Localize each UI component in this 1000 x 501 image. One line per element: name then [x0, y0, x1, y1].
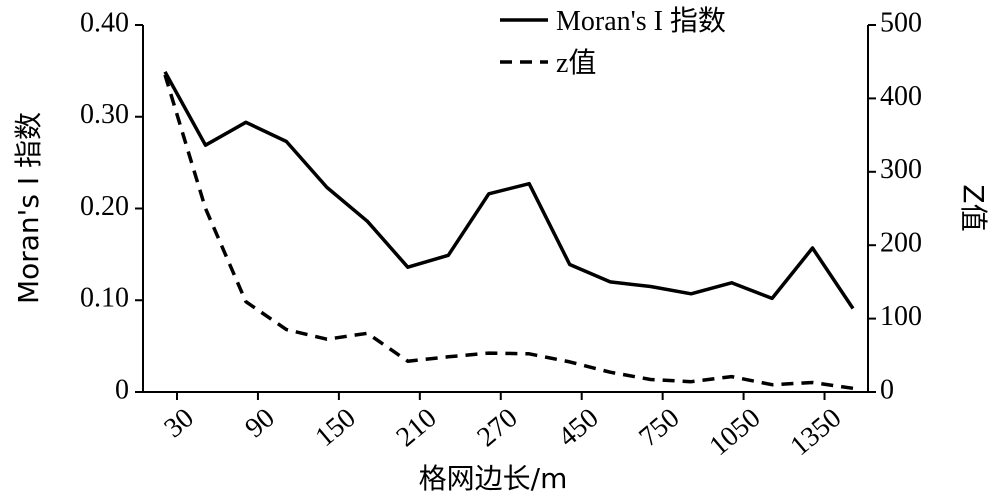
- x-tick-label: 90: [239, 402, 280, 444]
- right-tick-label: 400: [880, 81, 922, 112]
- y-axis-left-title: Moran's I 指数: [12, 112, 45, 304]
- left-tick-label: 0.20: [80, 191, 129, 222]
- series-line-moran: [163, 70, 855, 310]
- x-tick-label: 30: [158, 402, 199, 444]
- series-group: [163, 70, 855, 391]
- left-tick-label: 0.40: [80, 7, 129, 38]
- right-tick-label: 300: [880, 154, 922, 185]
- x-tick-label: 1350: [785, 402, 848, 462]
- x-axis-title: 格网边长/m: [419, 462, 568, 495]
- left-tick-label: 0.30: [80, 99, 129, 130]
- right-tick-label: 500: [880, 7, 922, 38]
- x-tick-label: 750: [633, 402, 685, 453]
- legend-label-z: z值: [556, 47, 596, 79]
- left-tick-label: 0: [115, 374, 129, 405]
- x-tick-label: 150: [310, 402, 362, 453]
- legend: Moran's I 指数 z值: [500, 5, 726, 79]
- series-line-z: [163, 74, 854, 391]
- right-tick-label: 100: [880, 301, 922, 332]
- legend-label-moran: Moran's I 指数: [556, 5, 726, 37]
- left-axis-ticks: 0 0.10 0.20 0.30 0.40: [80, 7, 143, 405]
- x-axis-ticks: 30 90 150 210 270 450 750 1050 1350: [158, 392, 847, 462]
- left-tick-label: 0.10: [80, 283, 129, 314]
- right-tick-label: 0: [880, 374, 894, 405]
- x-tick-label: 270: [472, 402, 524, 453]
- x-tick-label: 1050: [704, 402, 767, 462]
- right-axis-ticks: 0 100 200 300 400 500: [868, 7, 922, 405]
- y-axis-right-title: Z值: [957, 184, 990, 231]
- x-tick-label: 210: [391, 402, 443, 453]
- x-tick-label: 450: [552, 402, 604, 453]
- right-tick-label: 200: [880, 228, 922, 259]
